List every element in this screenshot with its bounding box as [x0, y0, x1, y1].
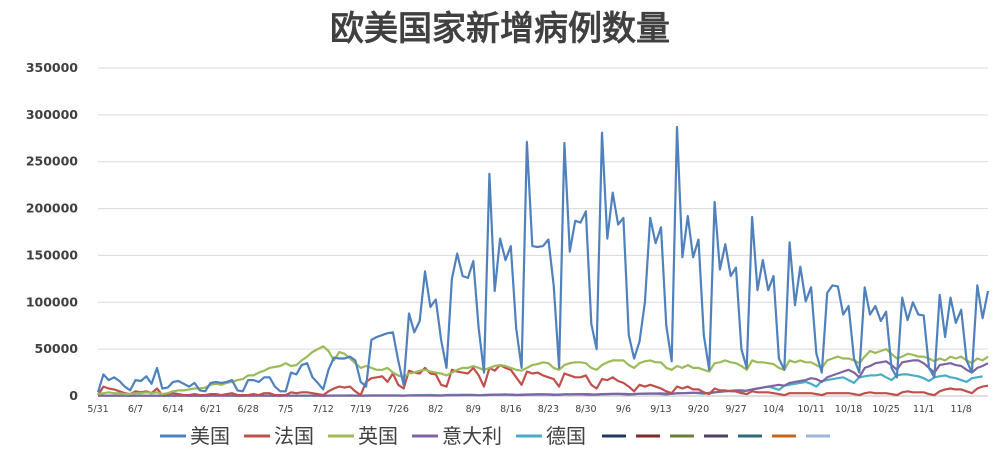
x-tick-label: 6/7 [128, 404, 143, 415]
x-tick-label: 11/1 [913, 404, 934, 415]
y-tick-label: 300000 [26, 107, 78, 122]
y-tick-label: 150000 [26, 247, 78, 262]
x-tick-label: 8/9 [466, 404, 481, 415]
x-tick-label: 10/25 [872, 404, 899, 415]
x-tick-label: 10/4 [763, 404, 784, 415]
legend-label: 英国 [358, 424, 398, 448]
x-tick-label: 9/20 [688, 404, 709, 415]
x-tick-label: 7/12 [313, 404, 334, 415]
y-axis: 0 50000 100000 150000 200000 250000 300000 3500… [26, 60, 78, 403]
x-tick-label: 6/21 [200, 404, 221, 415]
x-tick-label: 6/28 [237, 404, 258, 415]
x-tick-label: 5/31 [87, 404, 108, 415]
grid-layer [98, 67, 988, 350]
series-line-3 [97, 345, 989, 396]
y-tick-label: 200000 [26, 201, 78, 216]
legend-label: 意大利 [442, 424, 502, 448]
x-tick-label: 7/19 [350, 404, 371, 415]
x-tick-label: 8/16 [500, 404, 521, 415]
x-tick-label: 9/6 [616, 404, 631, 415]
legend-label: 美国 [190, 424, 230, 448]
x-tick-label: 10/11 [797, 404, 824, 415]
y-tick-label: 350000 [26, 60, 78, 75]
series-layer [96, 125, 990, 397]
series-line-2 [97, 364, 989, 397]
series-line-4 [97, 359, 989, 397]
y-tick-label: 250000 [26, 154, 78, 169]
y-tick-label: 0 [69, 388, 78, 403]
x-tick-label: 9/13 [650, 404, 671, 415]
series-line-1 [96, 125, 990, 393]
legend-label: 德国 [546, 424, 586, 448]
x-tick-label: 8/30 [575, 404, 596, 415]
y-tick-label: 50000 [35, 341, 79, 356]
x-tick-label: 9/27 [725, 404, 746, 415]
x-tick-label: 7/26 [388, 404, 409, 415]
legend: 美国 法国 英国 意大利 德国 [160, 424, 830, 448]
x-tick-label: 7/5 [278, 404, 293, 415]
x-axis: 5/31 6/7 6/14 6/21 6/28 7/5 7/12 7/19 7/26 8/2 8/9… [87, 395, 988, 415]
y-tick-label: 100000 [26, 294, 78, 309]
legend-label: 法国 [274, 424, 314, 448]
chart-title: 欧美国家新增病例数量 [330, 9, 670, 49]
x-tick-label: 10/18 [835, 404, 862, 415]
x-tick-label: 6/14 [162, 404, 183, 415]
x-tick-label: 8/23 [538, 404, 559, 415]
x-tick-label: 11/8 [951, 404, 972, 415]
x-tick-label: 8/2 [428, 404, 443, 415]
